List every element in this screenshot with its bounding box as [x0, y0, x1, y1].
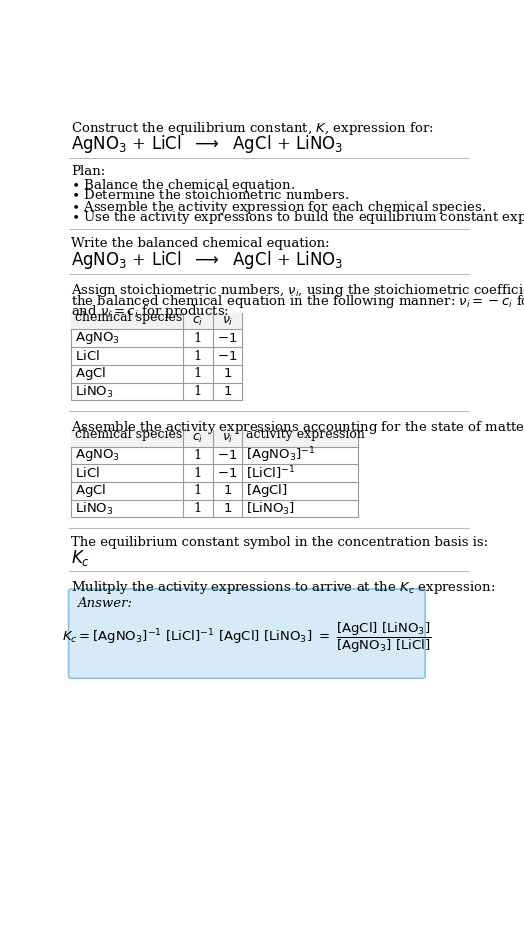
Text: 1: 1 — [194, 502, 202, 515]
Text: Assemble the activity expressions accounting for the state of matter and $\nu_i$: Assemble the activity expressions accoun… — [71, 419, 524, 436]
Text: $[\mathrm{LiNO_3}]$: $[\mathrm{LiNO_3}]$ — [246, 500, 295, 516]
Text: 1: 1 — [194, 385, 202, 398]
Text: $[\mathrm{LiCl}]^{-1}$: $[\mathrm{LiCl}]^{-1}$ — [246, 464, 296, 482]
Text: $\mathrm{AgNO_3}$: $\mathrm{AgNO_3}$ — [75, 447, 120, 463]
Text: $\nu_i$: $\nu_i$ — [222, 432, 233, 444]
Text: $K_c$: $K_c$ — [71, 549, 90, 568]
Text: Answer:: Answer: — [77, 598, 132, 610]
Text: $\mathrm{AgNO_3}$ + $\mathrm{LiCl}$  $\longrightarrow$  $\mathrm{AgCl}$ + $\math: $\mathrm{AgNO_3}$ + $\mathrm{LiCl}$ $\lo… — [71, 250, 343, 271]
Text: $1$: $1$ — [223, 385, 232, 398]
Text: Plan:: Plan: — [71, 165, 105, 178]
Text: $-1$: $-1$ — [217, 467, 238, 479]
Text: $\mathrm{LiNO_3}$: $\mathrm{LiNO_3}$ — [75, 500, 114, 516]
Text: $-1$: $-1$ — [217, 332, 238, 344]
Text: $[\mathrm{AgNO_3}]^{-1}$: $[\mathrm{AgNO_3}]^{-1}$ — [246, 446, 315, 465]
Text: $\mathrm{LiCl}$: $\mathrm{LiCl}$ — [75, 466, 100, 480]
Text: Assign stoichiometric numbers, $\nu_i$, using the stoichiometric coefficients, $: Assign stoichiometric numbers, $\nu_i$, … — [71, 282, 524, 299]
Text: 1: 1 — [194, 467, 202, 479]
Bar — [71, 430, 358, 517]
Bar — [71, 312, 242, 400]
Text: $c_i$: $c_i$ — [192, 314, 204, 327]
Text: $\bullet$ Balance the chemical equation.: $\bullet$ Balance the chemical equation. — [71, 177, 296, 194]
Text: The equilibrium constant symbol in the concentration basis is:: The equilibrium constant symbol in the c… — [71, 536, 488, 549]
Text: $\mathrm{AgCl}$: $\mathrm{AgCl}$ — [75, 482, 106, 499]
Text: $[\mathrm{AgCl}]$: $[\mathrm{AgCl}]$ — [246, 482, 288, 499]
Text: $\mathrm{AgCl}$: $\mathrm{AgCl}$ — [75, 365, 106, 382]
Text: Construct the equilibrium constant, $K$, expression for:: Construct the equilibrium constant, $K$,… — [71, 120, 433, 137]
Text: $\mathrm{AgNO_3}$ + $\mathrm{LiCl}$  $\longrightarrow$  $\mathrm{AgCl}$ + $\math: $\mathrm{AgNO_3}$ + $\mathrm{LiCl}$ $\lo… — [71, 133, 343, 155]
Text: $1$: $1$ — [223, 484, 232, 497]
Bar — [71, 430, 358, 447]
Text: $c_i$: $c_i$ — [192, 432, 204, 444]
Text: $\mathrm{LiNO_3}$: $\mathrm{LiNO_3}$ — [75, 383, 114, 400]
Text: $-1$: $-1$ — [217, 449, 238, 462]
Text: Write the balanced chemical equation:: Write the balanced chemical equation: — [71, 237, 330, 251]
Text: the balanced chemical equation in the following manner: $\nu_i = -c_i$ for react: the balanced chemical equation in the fo… — [71, 292, 524, 309]
Text: 1: 1 — [194, 484, 202, 497]
Text: Mulitply the activity expressions to arrive at the $K_c$ expression:: Mulitply the activity expressions to arr… — [71, 579, 495, 596]
Text: $K_c = [\mathrm{AgNO_3}]^{-1}\ [\mathrm{LiCl}]^{-1}\ [\mathrm{AgCl}]\ [\mathrm{L: $K_c = [\mathrm{AgNO_3}]^{-1}\ [\mathrm{… — [62, 621, 432, 655]
Text: $\mathrm{LiCl}$: $\mathrm{LiCl}$ — [75, 349, 100, 363]
Text: activity expression: activity expression — [246, 428, 365, 441]
Text: chemical species: chemical species — [75, 428, 182, 441]
Bar — [71, 312, 242, 329]
Text: chemical species: chemical species — [75, 311, 182, 325]
Text: and $\nu_i = c_i$ for products:: and $\nu_i = c_i$ for products: — [71, 304, 229, 321]
Text: $1$: $1$ — [223, 367, 232, 381]
Text: $\nu_i$: $\nu_i$ — [222, 314, 233, 327]
Text: 1: 1 — [194, 349, 202, 363]
Text: $\bullet$ Determine the stoichiometric numbers.: $\bullet$ Determine the stoichiometric n… — [71, 188, 349, 202]
FancyBboxPatch shape — [69, 589, 425, 679]
Text: $\bullet$ Assemble the activity expression for each chemical species.: $\bullet$ Assemble the activity expressi… — [71, 198, 486, 215]
Text: $1$: $1$ — [223, 502, 232, 515]
Text: 1: 1 — [194, 449, 202, 462]
Text: $\bullet$ Use the activity expressions to build the equilibrium constant express: $\bullet$ Use the activity expressions t… — [71, 210, 524, 227]
Text: 1: 1 — [194, 367, 202, 381]
Text: $-1$: $-1$ — [217, 349, 238, 363]
Text: $\mathrm{AgNO_3}$: $\mathrm{AgNO_3}$ — [75, 330, 120, 346]
Text: 1: 1 — [194, 332, 202, 344]
